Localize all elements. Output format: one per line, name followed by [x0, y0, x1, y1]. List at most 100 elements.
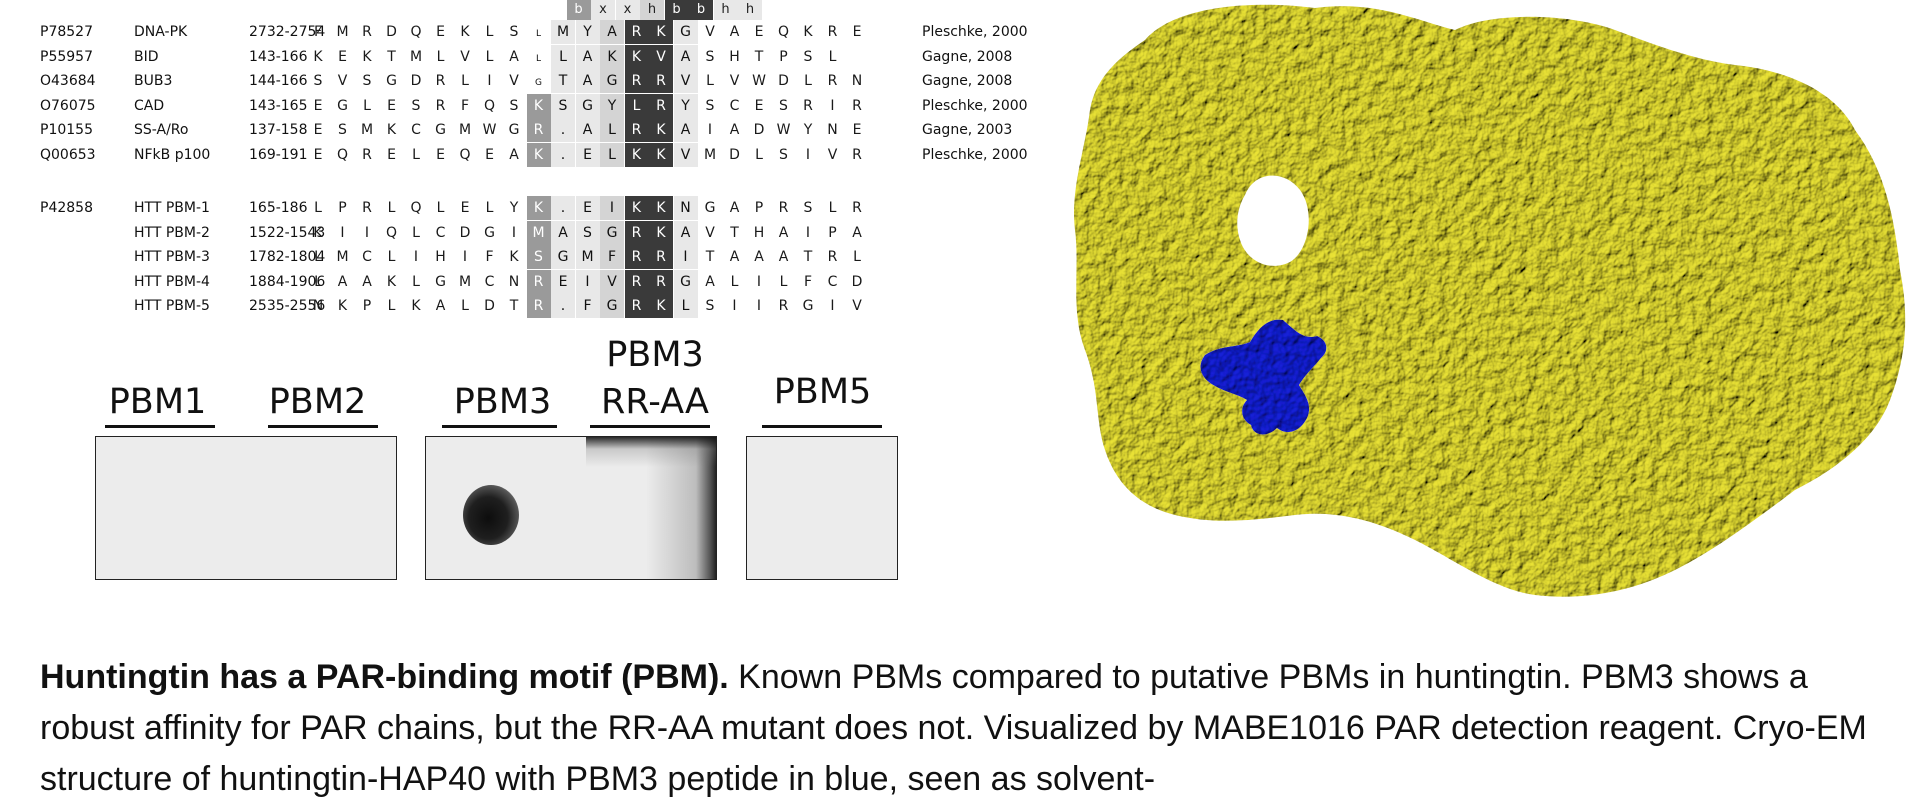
residue: Q	[410, 200, 422, 216]
residue: R	[435, 97, 446, 114]
residue: L	[461, 73, 469, 90]
residue: M	[575, 245, 600, 270]
residue-range: 143-165	[249, 97, 308, 114]
residue: R	[624, 245, 649, 270]
residue: E	[313, 122, 323, 139]
accession-id: O76075	[40, 97, 96, 114]
residue: A	[575, 44, 600, 69]
residue: H	[435, 249, 446, 266]
residue-range: 165-186	[249, 200, 308, 216]
residue: E	[460, 200, 470, 216]
residue: E	[313, 97, 323, 114]
residue: Q	[483, 97, 496, 114]
residue: R	[649, 69, 673, 94]
residue: P	[754, 200, 764, 216]
residue: A	[673, 44, 698, 69]
accession-id: P78527	[40, 24, 93, 40]
residue: L	[755, 147, 763, 163]
residue: F	[485, 249, 494, 266]
residue-range: 144-166	[249, 73, 308, 90]
residue: K	[649, 143, 673, 167]
residue: L	[828, 200, 837, 216]
blot-underline	[590, 425, 710, 428]
residue: G	[386, 73, 397, 90]
residue: R	[852, 200, 862, 216]
residue: S	[313, 73, 323, 90]
alignment-row: Q00653 NFkB p100 169-191 Pleschke, 2000 E Q R E…	[40, 143, 1050, 167]
residue: K	[337, 298, 348, 315]
residue: I	[340, 224, 345, 241]
residue: K	[649, 220, 673, 245]
residue: L	[828, 48, 837, 65]
residue: V	[852, 298, 862, 315]
residue: S	[362, 73, 372, 90]
residue: I	[830, 97, 835, 114]
residue: R	[435, 73, 446, 90]
residue: E	[485, 147, 494, 163]
residue: M	[360, 122, 374, 139]
residue: R	[624, 69, 649, 94]
residue: K	[460, 24, 470, 40]
residue: H	[753, 224, 765, 241]
alignment-row: HTT PBM-5 2535-2556 N K P L K A L D T R. F G R K L S I I R G I…	[40, 294, 1050, 319]
residue: E	[436, 24, 445, 40]
dot-blot-panel: PBM1 PBM2 PBM3 PBM3 RR-AA PBM5	[90, 330, 910, 590]
residue: R	[526, 269, 551, 294]
residue: A	[778, 249, 789, 266]
residue: I	[756, 273, 762, 290]
residue: R	[852, 97, 862, 114]
residue: N	[673, 196, 698, 220]
motif-header-cell: b	[664, 0, 689, 20]
residue: L	[412, 224, 420, 241]
residue: M	[703, 147, 717, 163]
residue: V	[673, 69, 698, 94]
residue: V	[649, 44, 673, 69]
residue: G	[802, 298, 814, 315]
residue: S	[551, 93, 575, 118]
residue: S	[779, 147, 788, 163]
residue-range: 1884-1906	[249, 273, 326, 290]
residue: L	[436, 48, 445, 65]
residue: M	[458, 122, 472, 139]
residue: R	[852, 147, 862, 163]
blot-label-pbm3-rraa-top: PBM3	[606, 335, 704, 375]
alignment-row: P78527 DNA-PK 2732-2754 Pleschke, 2000 F M R D Q…	[40, 20, 1050, 44]
residue: K	[649, 20, 673, 44]
residue: M	[551, 20, 575, 44]
residue: N	[851, 73, 863, 90]
residue: D	[778, 73, 789, 90]
residue-range: 137-158	[249, 122, 308, 139]
residue: I	[707, 122, 713, 139]
residue: F	[575, 294, 600, 319]
blot-membrane-pbm5	[746, 436, 898, 580]
residue: W	[482, 122, 497, 139]
residue: L	[412, 147, 420, 163]
residue: R	[649, 269, 673, 294]
residue: C	[484, 273, 495, 290]
residue: A	[551, 220, 575, 245]
residue: K	[649, 294, 673, 319]
protein-name: HTT PBM-2	[134, 224, 210, 241]
residue: A	[729, 24, 740, 40]
protein-name: DNA-PK	[134, 24, 188, 40]
residue: K	[526, 196, 551, 220]
residue: I	[756, 298, 762, 315]
residue: D	[459, 224, 471, 241]
protein-name: BUB3	[134, 73, 173, 90]
motif-header-cell: h	[640, 0, 664, 20]
residue: K	[386, 273, 397, 290]
residue: R	[649, 245, 673, 270]
residue: S	[338, 122, 347, 139]
residue: R	[526, 118, 551, 143]
residue: V	[600, 269, 624, 294]
residue: I	[511, 224, 517, 241]
motif-header-cell: h	[713, 0, 738, 20]
residue: Q	[777, 24, 790, 40]
residue: S	[803, 200, 813, 216]
residue: .	[551, 196, 575, 220]
residue: M	[526, 220, 551, 245]
residue: .	[551, 118, 575, 143]
residue: S	[411, 97, 421, 114]
residue: A	[673, 118, 698, 143]
residue: K	[526, 143, 551, 167]
